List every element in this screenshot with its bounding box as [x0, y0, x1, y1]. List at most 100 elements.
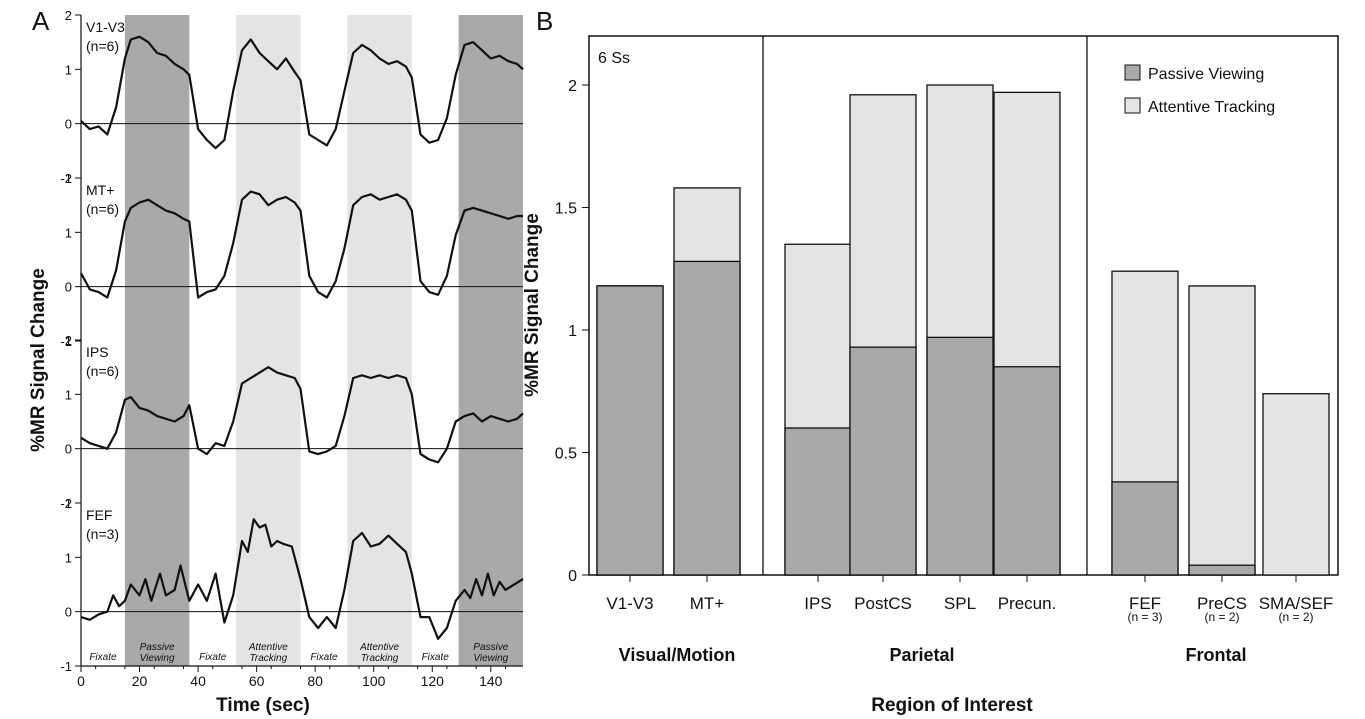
block-label-line: Fixate [89, 652, 117, 663]
y-tick-label: 1 [65, 62, 72, 77]
block-label-line: Viewing [473, 653, 508, 664]
y-tick-label: 1 [568, 323, 577, 340]
block-label-fixate: Fixate [422, 652, 450, 663]
x-tick-label-ips: IPS [804, 594, 831, 613]
y-tick-label: 0.5 [555, 446, 577, 463]
y-tick-label: -1 [60, 659, 72, 674]
bar-passive-v1-v3 [596, 285, 664, 576]
bar-passive-precun [993, 366, 1061, 576]
bar-attentive-precs [1188, 285, 1256, 576]
series-label: V1-V3 [86, 19, 125, 35]
block-label-line: Passive [140, 642, 175, 653]
series-line-fef [80, 518, 524, 640]
series-line-v1-v3 [80, 35, 524, 150]
x-tick-label: 0 [77, 673, 85, 689]
block-label-attentive-tracking: Attentive Tracking [248, 642, 288, 664]
shaded-block-3 [347, 503, 412, 666]
group-label-frontal: Frontal [1186, 645, 1247, 665]
group-label-visual-motion: Visual/Motion [619, 645, 736, 665]
shaded-block-2 [236, 15, 301, 178]
block-label-line: Attentive [248, 642, 288, 653]
bar-passive-spl [926, 336, 994, 576]
series-n-label: (n=6) [86, 201, 119, 217]
panel-b-label: B [536, 6, 553, 36]
y-tick-label: 2 [65, 496, 72, 511]
block-label-line: Fixate [310, 652, 338, 663]
y-tick-label: 2 [568, 78, 577, 95]
y-tick-label: 0 [65, 442, 72, 457]
y-tick-label: 1 [65, 387, 72, 402]
series-n-label: (n=3) [86, 526, 119, 542]
x-tick-label: 80 [307, 673, 323, 689]
n-note-sma-sef: (n = 2) [1278, 610, 1313, 624]
x-tick-label-fef: FEF [1129, 594, 1161, 613]
series-line-mt [80, 190, 523, 299]
legend-swatch-attentive [1124, 97, 1141, 114]
subjects-note: 6 Ss [598, 50, 630, 67]
panel-a-label: A [32, 6, 50, 36]
shaded-block-1 [124, 340, 190, 503]
x-tick-label-postcs: PostCS [854, 594, 912, 613]
x-tick-label: 100 [362, 673, 386, 689]
n-note-fef: (n = 3) [1127, 610, 1162, 624]
bar-passive-fef [1111, 481, 1179, 576]
shaded-block-2 [236, 178, 301, 341]
subplot-fef: 2 1 0 -1 FEF (n=3) [60, 496, 524, 674]
block-label-line: Passive [473, 642, 508, 653]
x-tick-label: 20 [132, 673, 148, 689]
bar-passive-precs [1188, 564, 1256, 576]
panel-a-x-axis-label: Time (sec) [216, 695, 310, 716]
y-tick-label: 1 [65, 550, 72, 565]
shaded-block-4 [458, 340, 523, 503]
shaded-block-4 [458, 15, 523, 178]
block-label-passive-viewing: Passive Viewing [140, 642, 175, 664]
shaded-block-1 [124, 178, 190, 341]
y-tick-label: 0 [65, 280, 72, 295]
bar-passive-mt [673, 260, 741, 576]
y-tick-label: 0 [65, 117, 72, 132]
group-label-parietal: Parietal [889, 645, 954, 665]
series-n-label: (n=6) [86, 363, 119, 379]
panel-b-y-axis-label: %MR Signal Change [522, 213, 543, 397]
y-tick-label: 2 [65, 8, 72, 23]
block-label-passive-viewing: Passive Viewing [473, 642, 508, 664]
shaded-block-2 [236, 503, 301, 666]
panel-b-x-axis-label: Region of Interest [871, 695, 1033, 716]
block-label-attentive-tracking: Attentive Tracking [359, 642, 399, 664]
block-label-line: Fixate [199, 652, 227, 663]
y-tick-label: -1 [60, 496, 72, 511]
panel-a: A %MR Signal Change Time (sec) 2 1 0 -1 V1-V… [28, 6, 524, 716]
x-tick-label-spl: SPL [944, 594, 976, 613]
block-label-fixate: Fixate [199, 652, 227, 663]
block-label-line: Fixate [422, 652, 450, 663]
block-label-line: Tracking [361, 653, 399, 664]
series-line-ips [80, 366, 524, 464]
bar-attentive-sma-sef [1262, 393, 1330, 576]
block-label-fixate: Fixate [310, 652, 338, 663]
legend: Passive Viewing Attentive Tracking [1124, 64, 1275, 116]
panel-a-y-axis-label: %MR Signal Change [28, 268, 49, 452]
shaded-block-3 [347, 178, 412, 341]
series-label: FEF [86, 507, 112, 523]
series-label: MT+ [86, 182, 114, 198]
series-n-label: (n=6) [86, 38, 119, 54]
legend-label-passive: Passive Viewing [1148, 66, 1264, 83]
bar-passive-ips [784, 427, 852, 576]
shaded-block-4 [458, 178, 523, 341]
y-tick-label: 1 [65, 225, 72, 240]
subplot-mt: 2 1 0 -1 MT+ (n=6) [60, 171, 523, 349]
n-note-precs: (n = 2) [1204, 610, 1239, 624]
bar-passive-postcs [849, 346, 917, 576]
shaded-block-3 [347, 340, 412, 503]
block-label-line: Tracking [250, 653, 288, 664]
subplot-ips: 2 1 0 -1 IPS (n=6) [60, 333, 524, 511]
x-tick-label-precs: PreCS [1197, 594, 1247, 613]
x-tick-label-sma-sef: SMA/SEF [1259, 594, 1334, 613]
block-label-line: Viewing [140, 653, 175, 664]
y-tick-label: 0 [568, 568, 577, 585]
y-tick-label: 0 [65, 605, 72, 620]
shaded-block-2 [236, 340, 301, 503]
legend-label-attentive: Attentive Tracking [1148, 99, 1275, 116]
block-label-line: Attentive [359, 642, 399, 653]
panel-b: B %MR Signal Change Region of Interest 6… [522, 6, 1339, 716]
